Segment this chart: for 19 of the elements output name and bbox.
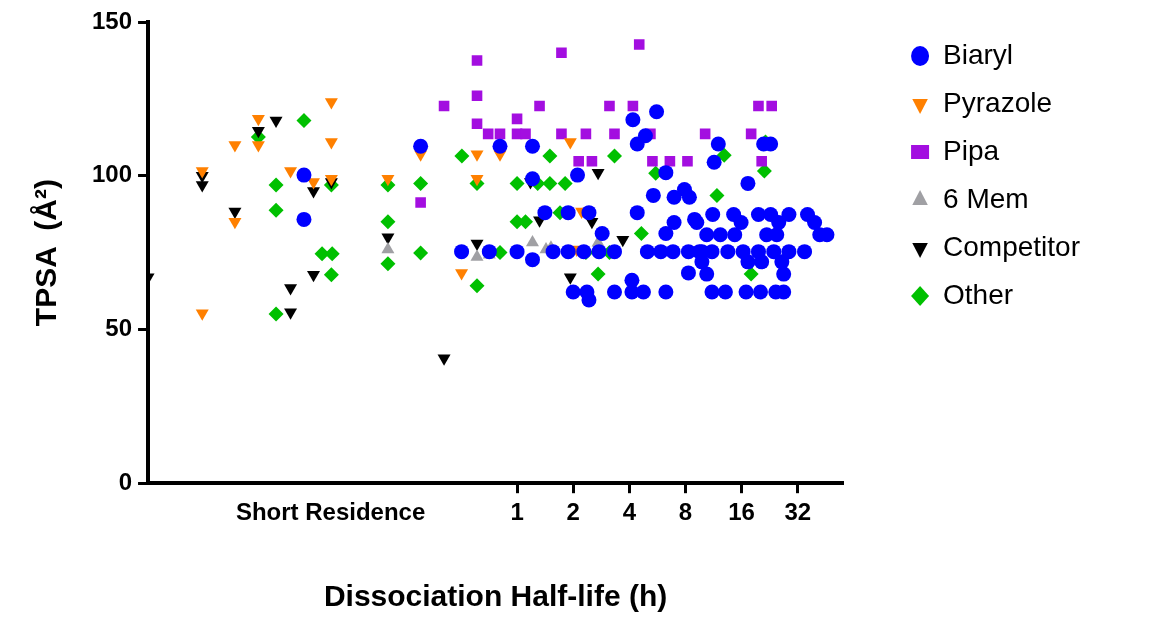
legend-label: Pipa <box>943 134 1000 166</box>
x-tick-label: 2 <box>566 498 580 526</box>
x-tick-label: 4 <box>622 498 637 526</box>
y-tick-label: 150 <box>92 6 133 34</box>
x-tick-label: 8 <box>678 498 693 526</box>
legend-label: Competitor <box>943 230 1080 262</box>
x-tick-label: 1 <box>510 498 524 526</box>
x-tick-label: 32 <box>784 498 812 526</box>
legend-label: Biaryl <box>943 38 1014 70</box>
x-axis-title: Dissociation Half-life (h) <box>323 579 668 613</box>
legend-label: 6 Mem <box>943 182 1029 214</box>
y-axis-title: TPSA (Å²) <box>29 179 63 327</box>
x-tick-label: Short Residence <box>235 498 426 526</box>
y-tick-label: 50 <box>105 314 133 342</box>
y-tick-label: 100 <box>92 160 133 188</box>
x-tick-label: 16 <box>728 498 755 526</box>
y-tick-label: 0 <box>118 467 133 495</box>
legend-label: Other <box>943 278 1014 310</box>
legend-label: Pyrazole <box>943 86 1052 118</box>
